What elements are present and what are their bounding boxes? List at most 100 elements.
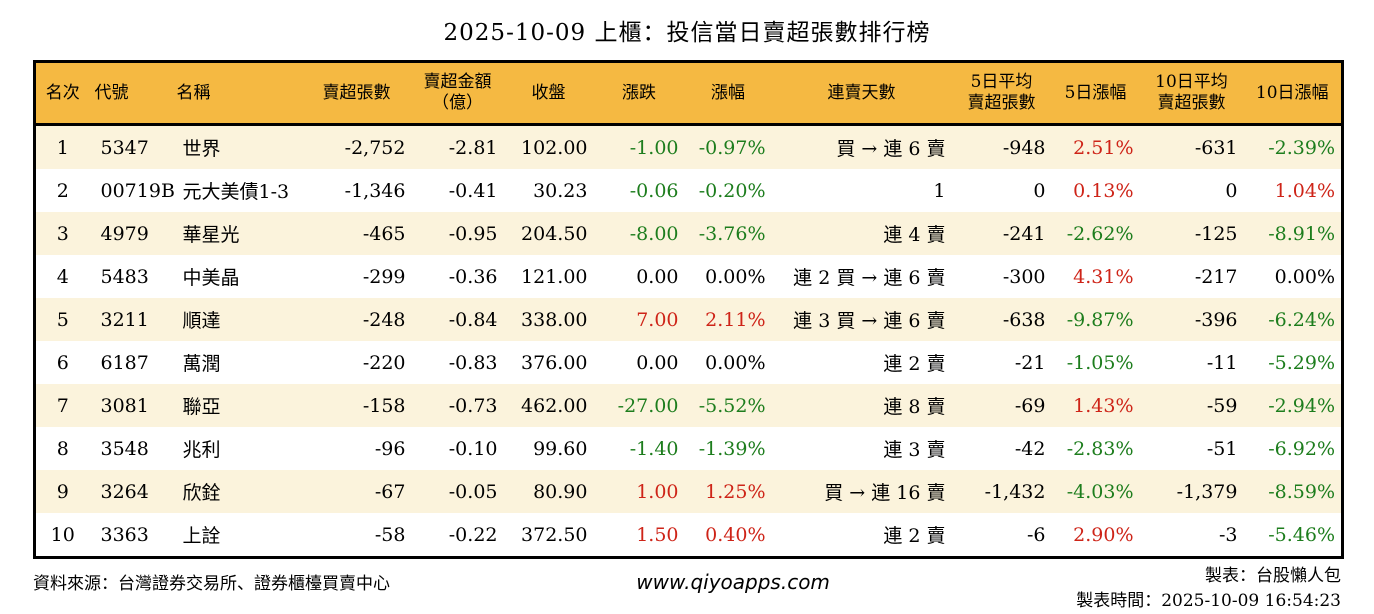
table-row: 10 3363 上詮 -58 -0.22 372.50 1.50 0.40% 連 2 賣 -6 2.… [35, 513, 1343, 558]
cell-change-5d: -9.87% [1066, 308, 1134, 331]
column-header-name: 名稱 [171, 61, 302, 126]
cell-sell-volume: -158 [362, 394, 406, 417]
cell-avg5-sell-volume: -948 [1002, 136, 1046, 159]
cell-rank: 7 [56, 394, 69, 417]
table-row: 8 3548 兆利 -96 -0.10 99.60 -1.40 -1.39% 連 3 賣 -42-… [35, 427, 1343, 470]
cell-avg5-sell-volume: 0 [1033, 179, 1046, 202]
maker: 製表：台股懶人包 [1205, 566, 1341, 586]
table-row: 4 5483 中美晶 -299 -0.36 121.00 0.00 0.00% 連 2 買 → … [35, 255, 1343, 298]
cell-rank: 4 [56, 265, 69, 288]
cell-name: 世界 [182, 138, 221, 160]
cell-change-pct: -0.97% [698, 136, 766, 159]
cell-change-5d: 1.43% [1073, 394, 1134, 417]
cell-code: 3363 [100, 523, 149, 546]
cell-avg5-sell-volume: -638 [1002, 308, 1046, 331]
column-header-change-pct: 漲幅 [684, 61, 772, 126]
cell-avg5-sell-volume: -42 [1014, 437, 1046, 460]
cell-change-10d: -2.94% [1268, 394, 1335, 417]
cell-rank: 9 [56, 480, 69, 503]
data-source: 資料來源：台灣證券交易所、證券櫃檯買賣中心 [33, 574, 390, 594]
cell-change-5d: 4.31% [1073, 265, 1134, 288]
cell-avg5-sell-volume: -6 [1026, 523, 1046, 546]
cell-change-10d: -2.39% [1268, 136, 1335, 159]
cell-rank: 10 [50, 523, 75, 546]
cell-code: 3081 [100, 394, 149, 417]
cell-avg5-sell-volume: -241 [1002, 222, 1046, 245]
table-row: 7 3081 聯亞 -158 -0.73 462.00 -27.00 -5.52% 連 8 賣 -… [34, 384, 1343, 427]
cell-sell-volume: -465 [362, 222, 406, 245]
cell-sell-volume: -248 [362, 308, 406, 331]
cell-code: 3548 [100, 437, 149, 460]
cell-sell-streak: 連 2 賣 [883, 353, 946, 375]
cell-sell-streak: 連 2 買 → 連 6 賣 [793, 267, 946, 289]
cell-name: 兆利 [182, 439, 221, 461]
cell-sell-volume: -299 [362, 265, 406, 288]
cell-sell-volume: -220 [362, 351, 406, 374]
cell-change-5d: -1.05% [1066, 351, 1134, 374]
table-row: 3 4979 華星光 -465 -0.95 204.50 -8.00 -3.76% 連 4 賣 -… [34, 212, 1343, 255]
cell-code: 3211 [100, 308, 149, 331]
cell-avg10-sell-volume: -217 [1194, 265, 1238, 288]
cell-close: 376.00 [521, 351, 588, 374]
cell-name: 華星光 [182, 224, 240, 246]
cell-change-10d: -6.92% [1268, 437, 1335, 460]
column-header-change-10d: 10日漲幅 [1243, 61, 1343, 126]
column-header-rank: 名次 [34, 61, 90, 126]
cell-change: 0.00 [636, 351, 679, 374]
cell-sell-streak: 連 4 賣 [883, 224, 946, 246]
cell-avg10-sell-volume: -631 [1194, 136, 1238, 159]
table-row: 1 5347 世界 -2,752 -2.81 102.00 -1.00 -0.97% 買 → 連… [34, 124, 1343, 169]
cell-sell-streak: 買 → 連 6 賣 [836, 138, 946, 160]
cell-avg10-sell-volume: -11 [1206, 351, 1238, 374]
cell-sell-streak: 連 3 賣 [883, 439, 946, 461]
cell-change-pct: -1.39% [698, 437, 766, 460]
cell-close: 121.00 [521, 265, 588, 288]
cell-sell-volume: -58 [374, 523, 406, 546]
cell-change: -1.40 [629, 437, 679, 460]
cell-close: 80.90 [533, 480, 588, 503]
cell-change-10d: -5.46% [1268, 523, 1335, 546]
cell-code: 3264 [100, 480, 149, 503]
cell-close: 372.50 [521, 523, 588, 546]
cell-sell-volume: -1,346 [344, 179, 406, 202]
column-header-code: 代號 [89, 61, 172, 126]
cell-sell-streak: 1 [933, 179, 946, 202]
cell-change: -27.00 [617, 394, 679, 417]
cell-rank: 6 [56, 351, 69, 374]
cell-close: 338.00 [521, 308, 588, 331]
cell-change-5d: -2.83% [1066, 437, 1134, 460]
cell-rank: 3 [56, 222, 69, 245]
cell-sell-streak: 連 8 賣 [883, 396, 946, 418]
cell-code: 6187 [100, 351, 149, 374]
cell-change: 1.50 [636, 523, 679, 546]
column-header-sell-amount: 賣超金額 （億） [411, 61, 504, 126]
cell-change-5d: 0.13% [1073, 179, 1134, 202]
cell-name: 上詮 [182, 525, 221, 547]
cell-avg10-sell-volume: -125 [1194, 222, 1238, 245]
cell-avg5-sell-volume: -300 [1002, 265, 1046, 288]
cell-close: 30.23 [533, 179, 588, 202]
cell-code: 00719B [100, 179, 175, 202]
cell-change: 7.00 [636, 308, 679, 331]
cell-close: 462.00 [521, 394, 588, 417]
column-header-sell-volume: 賣超張數 [301, 61, 412, 126]
cell-sell-amount: -0.83 [448, 351, 498, 374]
cell-change-pct: 2.11% [705, 308, 766, 331]
cell-avg10-sell-volume: -3 [1218, 523, 1238, 546]
cell-name: 欣銓 [182, 482, 221, 504]
cell-avg10-sell-volume: 0 [1225, 179, 1238, 202]
table-row: 9 3264 欣銓 -67 -0.05 80.90 1.00 1.25% 買 → 連 16 賣 -… [34, 470, 1343, 513]
cell-sell-amount: -0.73 [448, 394, 498, 417]
cell-change-10d: -8.91% [1268, 222, 1335, 245]
cell-change-pct: -3.76% [698, 222, 766, 245]
cell-sell-amount: -0.10 [448, 437, 498, 460]
cell-change-10d: -6.24% [1268, 308, 1335, 331]
cell-sell-amount: -0.22 [448, 523, 498, 546]
credits: 製表：台股懶人包 製表時間：2025-10-09 16:54:23 [1076, 564, 1341, 614]
cell-sell-amount: -2.81 [448, 136, 498, 159]
cell-avg10-sell-volume: -396 [1194, 308, 1238, 331]
website-url: www.qiyoapps.com [636, 570, 830, 594]
cell-sell-volume: -67 [374, 480, 406, 503]
cell-close: 102.00 [521, 136, 588, 159]
